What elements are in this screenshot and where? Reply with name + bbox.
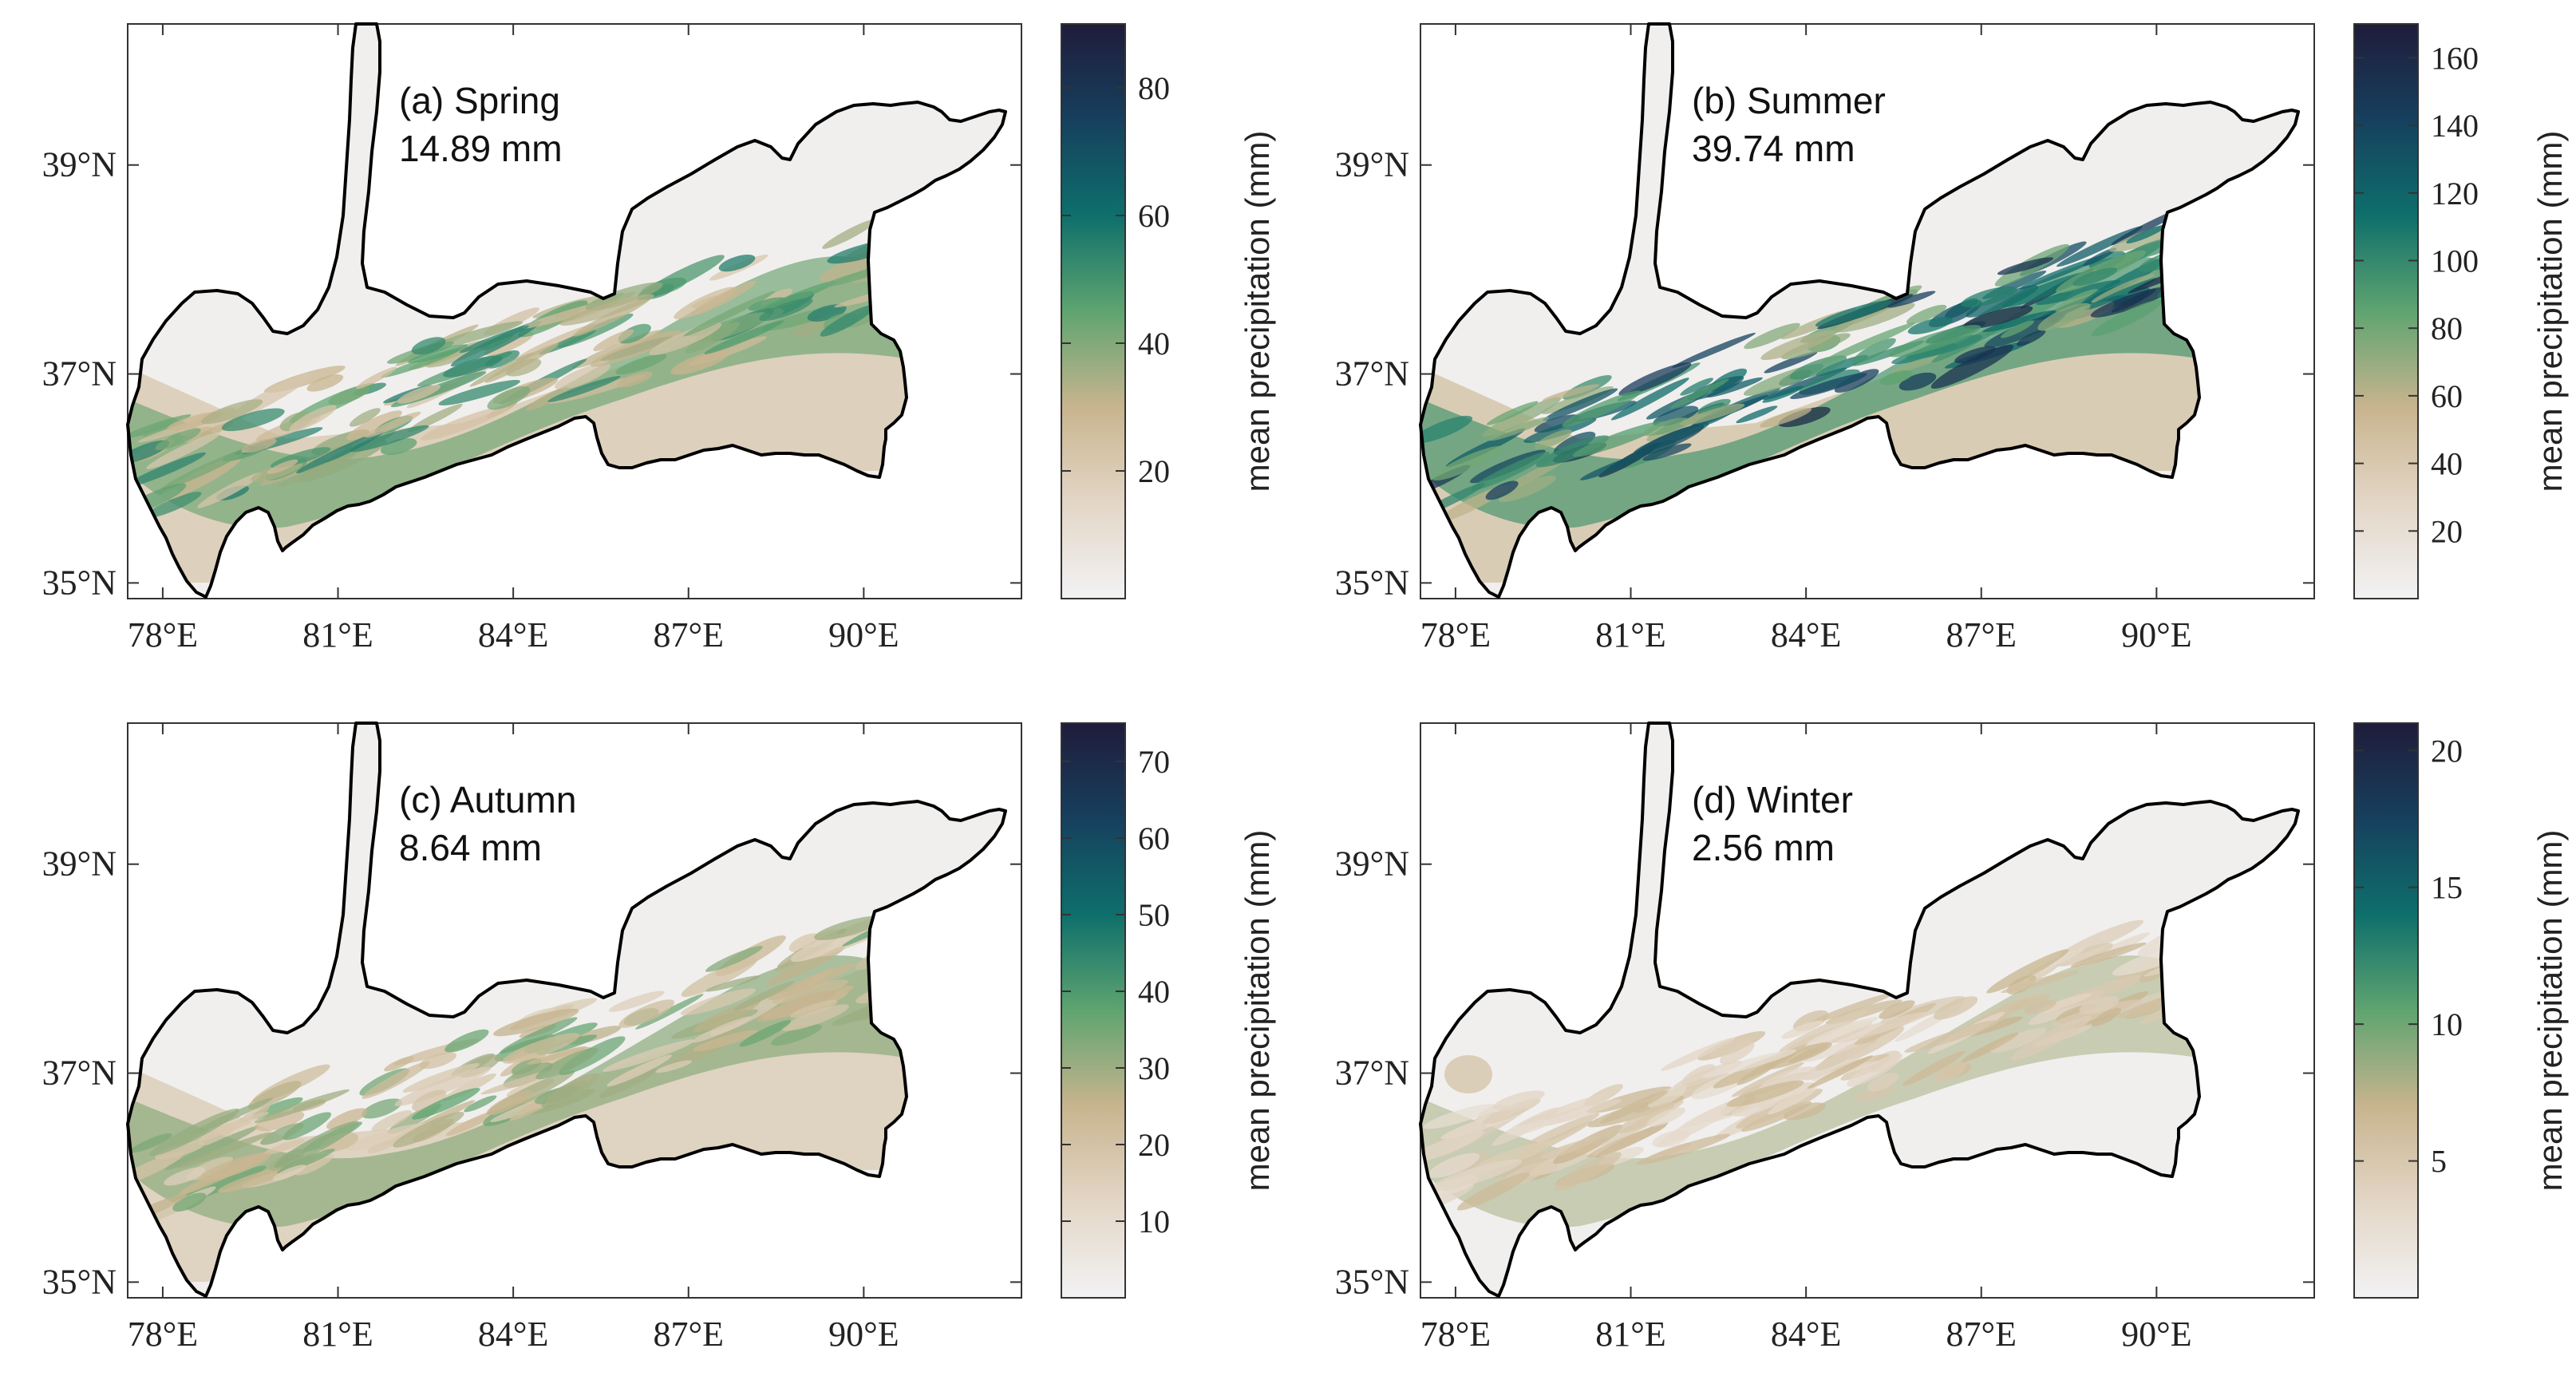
season-mean-value: 2.56 mm <box>1692 827 1835 868</box>
colorbar-tick-label: 140 <box>2431 108 2479 144</box>
panel-title: (c) Autumn <box>399 779 576 820</box>
colorbar-tick-label: 80 <box>1138 70 1170 106</box>
colorbar: 20 40 60 80 mean precipitation (mm) <box>1061 23 1276 599</box>
colorbar-tick-label: 50 <box>1138 897 1170 933</box>
colorbar-tick-label: 10 <box>2431 1006 2463 1042</box>
colorbar-tick-label: 160 <box>2431 40 2479 76</box>
panel-b: 78°E 81°E 84°E 87°E 90°E 35°N 37°N 39°N (b) Summ… <box>1335 22 2569 654</box>
x-tick-label: 87°E <box>654 1315 724 1354</box>
y-tick-label: 37°N <box>1335 354 1409 393</box>
x-tick-label: 84°E <box>1771 615 1841 654</box>
x-tick-label: 78°E <box>128 615 198 654</box>
colorbar-tick-label: 10 <box>1138 1204 1170 1240</box>
x-tick-label: 87°E <box>1946 615 2017 654</box>
x-tick-label: 81°E <box>1595 615 1665 654</box>
colorbar-tick-label: 30 <box>1138 1050 1170 1086</box>
x-tick-label: 90°E <box>2121 615 2191 654</box>
x-tick-label: 84°E <box>478 1315 548 1354</box>
y-tick-label: 35°N <box>1335 563 1409 602</box>
y-tick-label: 39°N <box>1335 145 1409 184</box>
region-boundary <box>1419 722 2300 1298</box>
colorbar-label: mean precipitation (mm) <box>1239 830 1276 1192</box>
region-boundary <box>1419 22 2300 599</box>
colorbar-tick-label: 40 <box>1138 974 1170 1010</box>
colorbar-label: mean precipitation (mm) <box>1239 131 1276 492</box>
panel-d: 78°E 81°E 84°E 87°E 90°E 35°N 37°N 39°N (d) Wint… <box>1335 722 2569 1354</box>
y-tick-label: 39°N <box>42 844 117 884</box>
region-boundary <box>126 22 1007 599</box>
y-tick-label: 39°N <box>42 145 117 184</box>
panel-title: (b) Summer <box>1692 80 1886 121</box>
panel-title: (d) Winter <box>1692 779 1853 820</box>
colorbar-tick-label: 70 <box>1138 744 1170 780</box>
x-tick-label: 81°E <box>302 1315 373 1354</box>
colorbar-tick-label: 20 <box>1138 453 1170 489</box>
y-tick-label: 35°N <box>42 563 117 602</box>
season-mean-value: 39.74 mm <box>1692 128 1855 169</box>
colorbar: 5 10 15 20 mean precipitation (mm) <box>2353 722 2569 1299</box>
x-tick-label: 90°E <box>828 615 899 654</box>
x-tick-label: 90°E <box>828 1315 899 1354</box>
colorbar-tick-label: 20 <box>2431 733 2463 769</box>
x-tick-label: 87°E <box>1946 1315 2017 1354</box>
y-tick-label: 39°N <box>1335 844 1409 884</box>
y-tick-label: 35°N <box>42 1262 117 1301</box>
season-mean-value: 14.89 mm <box>399 128 563 169</box>
colorbar-tick-label: 20 <box>2431 513 2463 549</box>
colorbar: 10 20 30 40 50 60 70 mean precipitation (mm) <box>1061 722 1276 1299</box>
y-tick-label: 37°N <box>1335 1054 1409 1093</box>
x-tick-label: 84°E <box>478 615 548 654</box>
colorbar-tick-label: 60 <box>1138 198 1170 234</box>
y-tick-label: 37°N <box>42 1054 117 1093</box>
y-tick-label: 37°N <box>42 354 117 393</box>
panel-c: 78°E 81°E 84°E 87°E 90°E 35°N 37°N 39°N (c) Autu… <box>42 722 1276 1354</box>
colorbar-tick-label: 100 <box>2431 243 2479 279</box>
x-tick-label: 78°E <box>128 1315 198 1354</box>
colorbar-tick-label: 15 <box>2431 870 2463 906</box>
panel-title: (a) Spring <box>399 80 560 121</box>
colorbar-tick-label: 60 <box>2431 378 2463 414</box>
panel-a: 78°E 81°E 84°E 87°E 90°E 35°N 37°N 39°N (a) Spri… <box>42 22 1276 654</box>
colorbar-label: mean precipitation (mm) <box>2531 830 2569 1192</box>
colorbar-tick-label: 5 <box>2431 1144 2447 1180</box>
season-mean-value: 8.64 mm <box>399 827 542 868</box>
x-tick-label: 90°E <box>2121 1315 2191 1354</box>
x-tick-label: 87°E <box>654 615 724 654</box>
colorbar-label: mean precipitation (mm) <box>2531 131 2569 492</box>
x-tick-label: 81°E <box>302 615 373 654</box>
region-boundary <box>126 722 1007 1298</box>
x-tick-label: 78°E <box>1420 615 1491 654</box>
x-tick-label: 81°E <box>1595 1315 1665 1354</box>
colorbar-tick-label: 120 <box>2431 176 2479 212</box>
x-tick-label: 78°E <box>1420 1315 1491 1354</box>
colorbar-tick-label: 80 <box>2431 310 2463 346</box>
x-tick-label: 84°E <box>1771 1315 1841 1354</box>
colorbar-tick-label: 20 <box>1138 1127 1170 1163</box>
y-tick-label: 35°N <box>1335 1262 1409 1301</box>
colorbar: 20 40 60 80 100 120 140 160 mean precipitation (… <box>2353 23 2569 599</box>
colorbar-tick-label: 40 <box>2431 446 2463 482</box>
colorbar-tick-label: 40 <box>1138 326 1170 362</box>
colorbar-tick-label: 60 <box>1138 820 1170 856</box>
